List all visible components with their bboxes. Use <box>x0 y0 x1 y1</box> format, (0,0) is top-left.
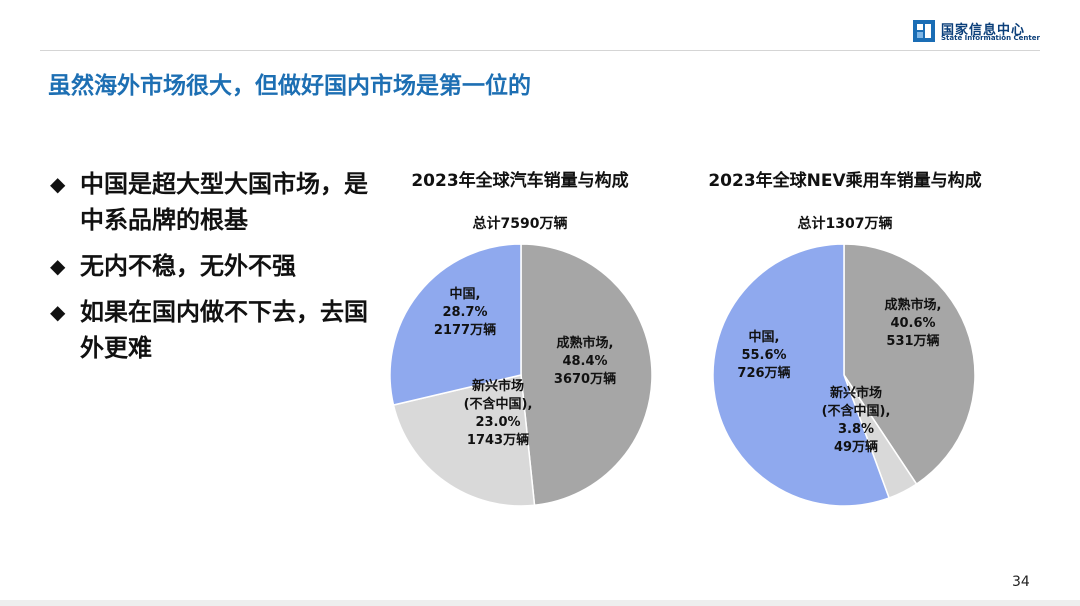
page-number: 34 <box>1012 574 1030 590</box>
bullet-text: 如果在国内做不下去，去国外更难 <box>80 298 368 362</box>
bullet-item: ◆ 如果在国内做不下去，去国外更难 <box>50 294 370 366</box>
pie-slice <box>392 374 536 507</box>
chart-title-global-sales: 2023年全球汽车销量与构成 <box>411 171 629 191</box>
footer-bar <box>0 600 1080 606</box>
bullet-item: ◆ 中国是超大型大国市场，是中系品牌的根基 <box>50 166 370 238</box>
bullet-list: ◆ 中国是超大型大国市场，是中系品牌的根基 ◆ 无内不稳，无外不强 ◆ 如果在国… <box>50 166 370 376</box>
chart-total-nev-sales: 总计1307万辆 <box>797 216 893 232</box>
data-label: 成熟市场, 48.4% 3670万辆 <box>554 335 616 387</box>
header-divider <box>40 50 1040 51</box>
chart-total-global-sales: 总计7590万辆 <box>472 216 568 232</box>
bullet-text: 无内不稳，无外不强 <box>80 252 296 280</box>
bullet-text: 中国是超大型大国市场，是中系品牌的根基 <box>80 170 368 234</box>
data-label: 中国, 55.6% 726万辆 <box>737 329 790 381</box>
data-label: 新兴市场(不含中国), 23.0% 1743万辆 <box>464 378 533 448</box>
logo-mark-icon <box>913 20 935 42</box>
pie-slice <box>389 243 522 406</box>
chart-title-nev-sales: 2023年全球NEV乘用车销量与构成 <box>708 171 982 191</box>
logo: 国家信息中心 State Information Center <box>913 18 1043 44</box>
diamond-bullet-icon: ◆ <box>50 172 66 196</box>
logo-english-text: State Information Center <box>941 34 1040 42</box>
pie-slice <box>712 243 891 507</box>
data-label: 中国, 28.7% 2177万辆 <box>434 286 496 338</box>
data-label: 成熟市场, 40.6% 531万辆 <box>885 297 942 349</box>
bullet-item: ◆ 无内不稳，无外不强 <box>50 248 370 284</box>
diamond-bullet-icon: ◆ <box>50 254 66 278</box>
page-title: 虽然海外市场很大，但做好国内市场是第一位的 <box>48 73 531 99</box>
data-label: 新兴市场(不含中国), 3.8% 49万辆 <box>822 385 891 455</box>
logo-chinese-text: 国家信息中心 <box>941 23 1026 38</box>
diamond-bullet-icon: ◆ <box>50 300 66 324</box>
pie-slice <box>520 243 653 507</box>
